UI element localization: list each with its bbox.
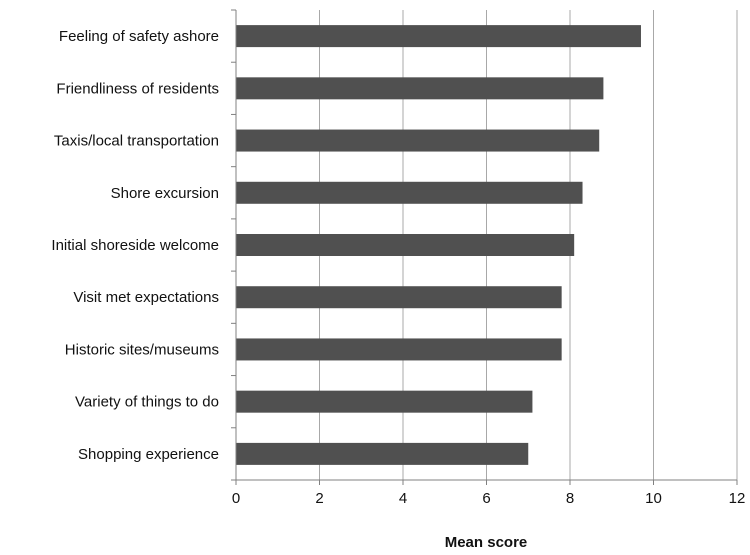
x-tick-label: 4 <box>399 490 407 507</box>
bar <box>236 390 533 413</box>
bar <box>236 442 529 465</box>
label-layer: 0 2 4 6 8 10 12 Feeling of safety ashore Friendl… <box>51 28 745 507</box>
x-tick-label: 10 <box>645 490 662 507</box>
category-label: Variety of things to do <box>75 394 219 411</box>
x-tick-label: 12 <box>729 490 746 507</box>
x-tick-label: 2 <box>315 490 323 507</box>
category-label: Initial shoreside welcome <box>51 237 219 254</box>
category-label: Taxis/local transportation <box>54 133 219 150</box>
category-label: Shopping experience <box>78 446 219 463</box>
bar <box>236 181 583 204</box>
category-label: Feeling of safety ashore <box>59 28 219 45</box>
bar <box>236 286 562 309</box>
bar <box>236 77 604 100</box>
x-tick-label: 6 <box>482 490 490 507</box>
category-label: Shore excursion <box>111 185 219 202</box>
bar <box>236 234 575 256</box>
x-tick-label: 8 <box>566 490 574 507</box>
bar-layer <box>236 25 641 465</box>
axis-layer <box>231 9 738 485</box>
x-tick-label: 0 <box>232 490 240 507</box>
category-label: Historic sites/museums <box>65 341 219 358</box>
x-axis-title: Mean score <box>445 534 528 551</box>
bar <box>236 25 641 48</box>
bar <box>236 129 600 152</box>
category-label: Visit met expectations <box>73 289 219 306</box>
category-label: Friendliness of residents <box>56 80 219 97</box>
bar <box>236 338 562 361</box>
